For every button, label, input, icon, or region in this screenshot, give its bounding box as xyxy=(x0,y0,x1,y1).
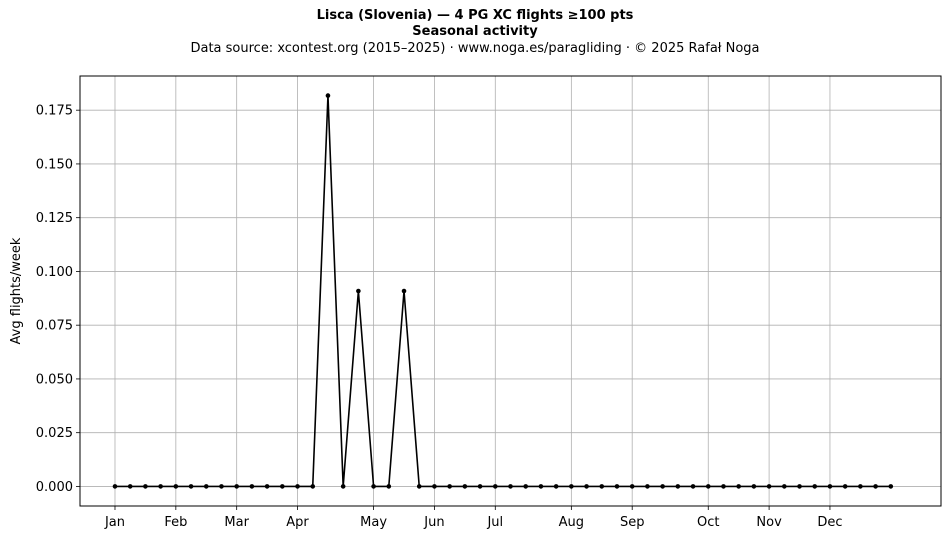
data-point xyxy=(751,484,757,489)
data-point xyxy=(492,484,498,489)
data-point xyxy=(340,484,346,489)
series-line xyxy=(114,94,891,488)
x-tick-label: Jan xyxy=(104,515,125,530)
data-point xyxy=(386,484,392,489)
data-point xyxy=(614,484,620,489)
chart-titles: Lisca (Slovenia) — 4 PG XC flights ≥100 … xyxy=(0,8,950,58)
chart-subtitle: Seasonal activity xyxy=(412,24,538,39)
x-tick-label: Mar xyxy=(224,515,249,530)
y-tick-label: 0.050 xyxy=(36,372,73,387)
data-point xyxy=(310,484,316,489)
data-point xyxy=(812,484,818,489)
data-point xyxy=(416,484,422,489)
data-point xyxy=(645,484,650,489)
data-point xyxy=(569,484,574,489)
grid-lines xyxy=(80,76,941,506)
data-point xyxy=(675,484,681,489)
data-point xyxy=(690,484,696,489)
data-point xyxy=(599,484,605,489)
data-point xyxy=(553,484,559,489)
y-tick-label: 0.025 xyxy=(36,426,73,441)
data-point xyxy=(234,484,239,489)
x-tick-label: May xyxy=(360,515,387,530)
data-point xyxy=(462,484,468,489)
data-point xyxy=(584,484,589,489)
y-axis-label: Avg flights/week xyxy=(9,237,24,344)
data-point xyxy=(295,484,300,489)
data-point xyxy=(356,288,361,294)
data-point xyxy=(858,484,863,489)
plot-frame xyxy=(79,75,942,507)
x-tick-label: Jun xyxy=(423,515,444,530)
y-tick-label: 0.150 xyxy=(36,157,73,172)
series-layer xyxy=(112,93,894,489)
data-point xyxy=(447,484,452,489)
data-point xyxy=(127,484,133,489)
data-point xyxy=(842,484,848,489)
y-tick-label: 0.000 xyxy=(36,480,73,495)
data-point xyxy=(371,484,376,489)
x-tick-label: Dec xyxy=(817,515,842,530)
data-point xyxy=(766,484,772,489)
data-source-credit: Data source: xcontest.org (2015–2025) · … xyxy=(190,41,760,56)
data-point xyxy=(721,484,726,489)
y-tick-label: 0.125 xyxy=(36,211,73,226)
data-point xyxy=(888,484,894,489)
y-tick-label: 0.100 xyxy=(36,265,73,280)
chart-title: Lisca (Slovenia) — 4 PG XC flights ≥100 … xyxy=(316,8,634,23)
data-point xyxy=(432,484,437,489)
x-tick-label: Feb xyxy=(164,515,187,530)
data-point xyxy=(143,484,148,489)
data-point xyxy=(827,484,833,489)
x-axis: Jan Feb Mar Apr May Jun Jul Aug Sep Oct Nov Dec xyxy=(104,506,843,530)
x-tick-label: Aug xyxy=(559,515,584,530)
data-point xyxy=(158,484,163,489)
data-point xyxy=(705,484,711,489)
x-tick-label: Sep xyxy=(620,515,645,530)
data-point xyxy=(660,484,665,489)
data-point xyxy=(401,288,407,294)
data-point xyxy=(112,484,118,489)
x-tick-label: Oct xyxy=(697,515,719,530)
y-tick-label: 0.175 xyxy=(36,104,73,119)
data-point xyxy=(173,484,179,489)
data-point xyxy=(219,484,224,489)
data-point xyxy=(508,484,513,489)
data-point xyxy=(280,484,285,489)
data-point xyxy=(782,484,787,489)
data-point xyxy=(797,484,802,489)
data-point xyxy=(629,484,635,489)
x-tick-label: Jul xyxy=(486,515,503,530)
y-tick-label: 0.075 xyxy=(36,319,73,334)
data-point xyxy=(477,484,483,489)
data-point xyxy=(523,484,529,489)
x-tick-label: Apr xyxy=(286,515,309,530)
data-point xyxy=(188,484,194,489)
x-tick-label: Nov xyxy=(756,515,782,530)
data-point xyxy=(538,484,544,489)
y-axis: 0.000 0.025 0.050 0.075 0.100 0.125 0.150 0.175 xyxy=(36,104,80,495)
data-point xyxy=(264,484,270,489)
data-point xyxy=(873,484,878,489)
data-point xyxy=(203,484,209,489)
data-point xyxy=(736,484,741,489)
data-point xyxy=(249,484,255,489)
data-point xyxy=(325,93,331,98)
